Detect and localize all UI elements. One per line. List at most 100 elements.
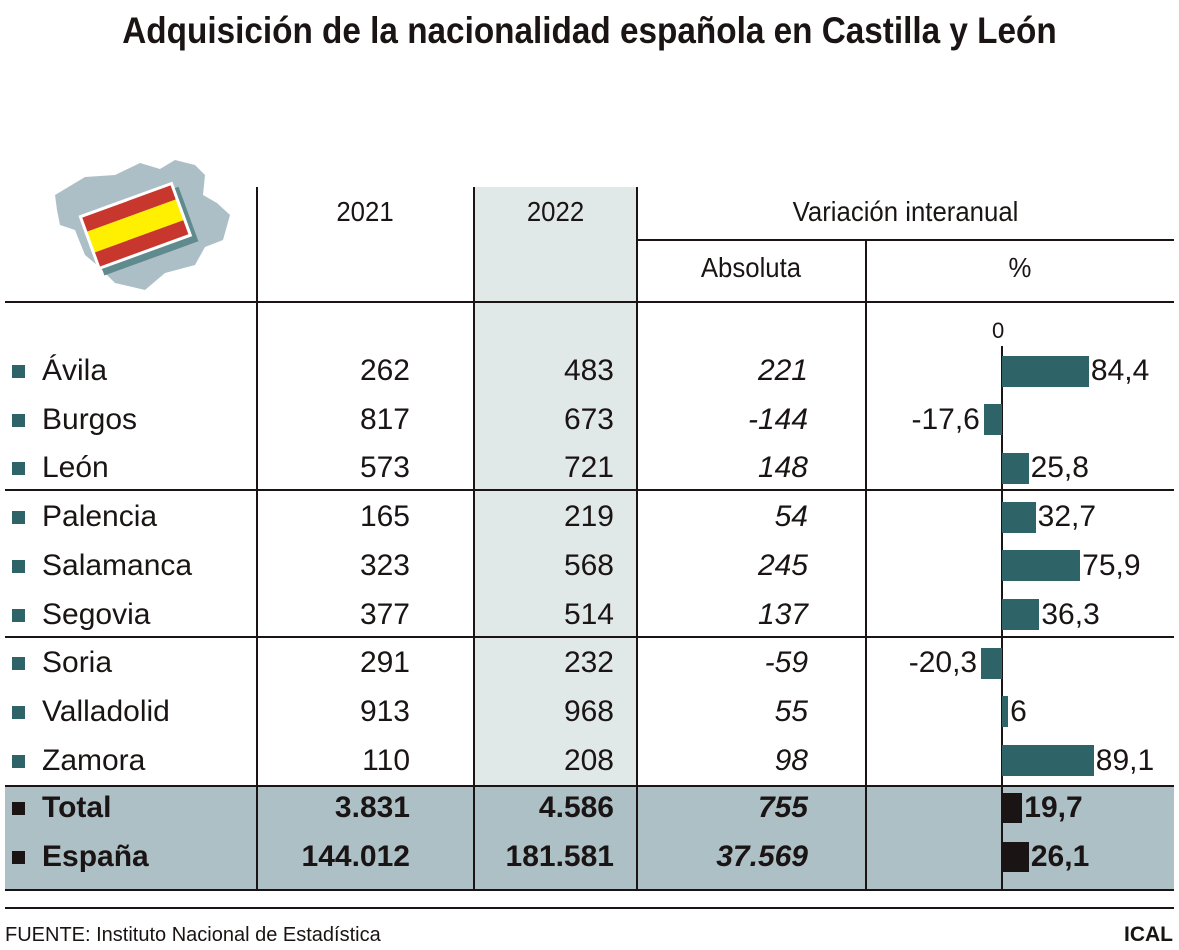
pct-label: 84,4 <box>1090 354 1150 387</box>
value-2021: 377 <box>359 597 410 631</box>
header-2022: 2022 <box>526 196 585 227</box>
divider <box>5 785 1174 787</box>
row-name: Soria <box>42 646 113 680</box>
header-percent: % <box>1008 252 1032 283</box>
divider <box>5 907 1174 909</box>
pct-bar <box>1002 355 1089 387</box>
row-bullet-icon <box>12 511 25 525</box>
pct-bar <box>1002 550 1081 582</box>
value-2021: 262 <box>359 354 410 387</box>
pct-bar <box>1002 452 1029 484</box>
row-name: Segovia <box>42 597 151 631</box>
row-bullet-icon <box>12 705 25 719</box>
value-2022: 219 <box>563 500 614 534</box>
pct-bar <box>983 404 1002 436</box>
value-absolute: -144 <box>747 402 808 436</box>
divider <box>5 636 1174 638</box>
row-name: España <box>42 840 149 873</box>
value-2022: 232 <box>563 646 614 680</box>
highlight-column-2022 <box>475 187 637 785</box>
row-name: Burgos <box>42 402 138 436</box>
value-absolute: 755 <box>757 791 808 824</box>
value-2022: 514 <box>563 597 614 631</box>
pct-bar <box>1002 842 1029 872</box>
value-absolute: 137 <box>757 597 808 631</box>
divider <box>865 240 867 890</box>
row-bullet-icon <box>12 608 25 622</box>
pct-label: -17,6 <box>911 402 980 436</box>
pct-label: 32,7 <box>1037 500 1097 534</box>
value-2021: 144.012 <box>301 840 410 873</box>
value-2022: 568 <box>563 548 614 582</box>
divider <box>637 239 1174 241</box>
row-name: Zamora <box>42 743 146 777</box>
row-name: Ávila <box>42 354 108 387</box>
row-bullet-icon <box>12 851 25 864</box>
pct-label: 36,3 <box>1041 597 1100 631</box>
row-bullet-icon <box>12 413 25 427</box>
row-bullet-icon <box>12 657 25 671</box>
row-bullet-icon <box>12 462 25 476</box>
pct-label: 75,9 <box>1082 548 1141 582</box>
value-2022: 181.581 <box>505 840 614 873</box>
pct-bar <box>1002 793 1023 823</box>
value-2021: 817 <box>359 402 410 436</box>
value-2022: 968 <box>563 694 614 728</box>
value-absolute: 37.569 <box>716 840 808 873</box>
pct-label: 89,1 <box>1095 743 1155 777</box>
pct-label: 25,8 <box>1030 451 1089 485</box>
castilla-leon-flag-logo <box>55 160 230 290</box>
pct-bar <box>1002 501 1036 533</box>
row-bullet-icon <box>12 365 25 378</box>
header-2021: 2021 <box>336 196 394 227</box>
header-variation: Variación interanual <box>792 196 1019 227</box>
value-absolute: 148 <box>757 451 808 485</box>
row-bullet-icon <box>12 754 25 768</box>
pct-bar <box>1002 745 1094 777</box>
value-2021: 165 <box>359 500 410 534</box>
value-2022: 208 <box>563 743 614 777</box>
value-2021: 291 <box>359 646 410 680</box>
pct-bar <box>1002 696 1009 728</box>
source-note: FUENTE: Instituto Nacional de Estadístic… <box>5 924 381 946</box>
row-bullet-icon <box>12 802 25 815</box>
value-2021: 3.831 <box>334 791 410 824</box>
row-name: Valladolid <box>42 694 170 728</box>
value-2022: 4.586 <box>538 791 614 824</box>
value-2022: 483 <box>563 354 614 387</box>
axis-zero-label: 0 <box>992 318 1005 343</box>
divider <box>473 187 475 890</box>
pct-label: -20,3 <box>908 646 978 680</box>
pct-bar <box>981 647 1002 679</box>
divider <box>256 187 258 890</box>
total-band <box>5 786 1174 890</box>
value-absolute: 98 <box>774 743 808 777</box>
chart-title: Adquisición de la nacionalidad española … <box>122 10 1057 51</box>
divider <box>5 301 1174 303</box>
row-name: León <box>42 451 109 485</box>
value-2022: 673 <box>563 402 614 436</box>
pct-label: 6 <box>1010 694 1027 728</box>
value-2021: 110 <box>362 743 410 777</box>
pct-label: 19,7 <box>1024 791 1083 824</box>
value-2021: 573 <box>359 451 410 485</box>
row-name: Total <box>42 791 112 824</box>
divider <box>5 489 1174 491</box>
divider <box>636 187 638 890</box>
row-bullet-icon <box>12 559 25 573</box>
header-absolute: Absoluta <box>700 252 802 283</box>
value-absolute: 54 <box>774 500 808 534</box>
pct-label: 26,1 <box>1030 840 1090 873</box>
pct-bar <box>1002 599 1040 630</box>
row-name: Palencia <box>42 500 158 534</box>
row-name: Salamanca <box>42 548 193 582</box>
divider <box>5 889 1174 891</box>
value-absolute: 55 <box>774 694 808 728</box>
value-2021: 913 <box>359 694 410 728</box>
value-absolute: 221 <box>757 354 808 387</box>
value-absolute: -59 <box>764 646 808 680</box>
value-absolute: 245 <box>757 548 808 582</box>
value-2021: 323 <box>359 548 410 582</box>
credit: ICAL <box>1124 923 1173 946</box>
